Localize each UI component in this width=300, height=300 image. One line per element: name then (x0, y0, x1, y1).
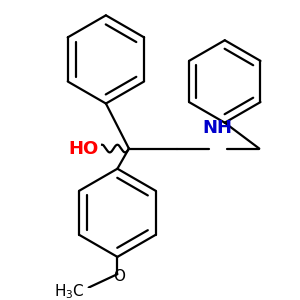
Text: HO: HO (68, 140, 98, 158)
Text: H$_3$C: H$_3$C (54, 282, 85, 300)
Text: NH: NH (202, 119, 232, 137)
Text: O: O (113, 268, 125, 284)
